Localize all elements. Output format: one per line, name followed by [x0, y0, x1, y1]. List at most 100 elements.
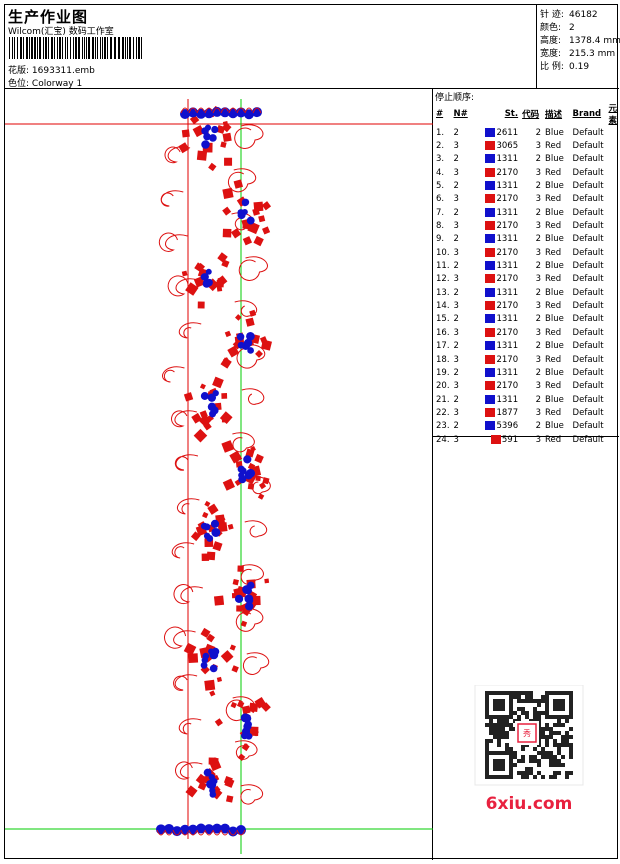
table-row: 7. 2 1311 2 Blue Default: [434, 206, 619, 219]
table-row: 13. 2 1311 2 Blue Default: [434, 286, 619, 299]
row-index: 21.: [436, 394, 450, 405]
stat-colors: 颜色: 2: [540, 23, 575, 33]
vine-swirl: [228, 168, 257, 193]
row-element: [606, 273, 619, 286]
row-description: Blue: [545, 207, 564, 218]
table-row: 19. 2 1311 2 Blue Default: [434, 366, 619, 379]
row-index: 6.: [436, 194, 445, 205]
color-swatch-icon: [485, 167, 496, 177]
row-index: 8.: [436, 221, 445, 232]
table-header: # N# St. 代码 描述 Brand 元素: [434, 102, 619, 126]
col-code: 代码: [522, 110, 540, 120]
row-code: 2: [535, 261, 542, 272]
row-code: 2: [535, 127, 542, 138]
row-description: Blue: [545, 287, 564, 298]
row-element: [606, 340, 619, 353]
row-needle: 2: [453, 234, 459, 245]
row-stitches: 591: [477, 433, 520, 446]
row-brand: Default: [572, 287, 604, 298]
row-code: 3: [535, 221, 542, 232]
row-index: 17.: [436, 341, 450, 352]
row-needle: 3: [453, 167, 459, 178]
grape-leaf-motif: [220, 309, 273, 369]
vine-swirl: [234, 300, 258, 317]
row-description: Blue: [545, 154, 564, 165]
color-swatch-icon: [485, 341, 496, 351]
vine-swirl: [244, 520, 268, 538]
design-file: 花版: 1693311.emb: [8, 63, 95, 76]
grape-leaf-motif: [213, 565, 270, 627]
row-index: 18.: [436, 354, 450, 365]
row-index: 10.: [436, 247, 450, 258]
vine-swirl: [164, 626, 196, 649]
row-brand: Default: [572, 141, 604, 152]
row-code: 3: [535, 274, 542, 285]
row-needle: 2: [453, 261, 459, 272]
row-element: [606, 259, 619, 272]
company-name: Wilcom(汇宝) 数码工作室: [8, 27, 114, 37]
row-code: 2: [535, 421, 542, 432]
vine-swirl: [242, 652, 270, 675]
row-brand: Default: [572, 341, 604, 352]
production-worksheet: 生产作业图 Wilcom(汇宝) 数码工作室 花版: 1693311.emb 色…: [4, 4, 620, 860]
row-stitches: 2170: [477, 273, 520, 286]
table-row: 3. 2 1311 2 Blue Default: [434, 153, 619, 166]
row-description: Red: [545, 141, 562, 152]
color-swatch-icon: [485, 394, 496, 404]
row-element: [606, 246, 619, 259]
table-row: 18. 3 2170 3 Red Default: [434, 353, 619, 366]
row-brand: Default: [572, 367, 604, 378]
row-brand: Default: [572, 421, 604, 432]
col-stitches: St.: [504, 109, 519, 119]
row-element: [606, 193, 619, 206]
row-needle: 2: [453, 207, 459, 218]
row-element: [606, 393, 619, 406]
row-index: 4.: [436, 167, 445, 178]
color-swatch-icon: [485, 367, 496, 377]
flower-motifs: [178, 105, 273, 803]
watermark-site: 6xiu.com: [486, 794, 573, 814]
row-description: Blue: [545, 421, 564, 432]
row-stitches: 1311: [477, 393, 520, 406]
row-needle: 3: [453, 221, 459, 232]
row-description: Red: [545, 167, 562, 178]
vine-swirl: [160, 190, 184, 207]
table-row: 22. 3 1877 3 Red Default: [434, 406, 619, 419]
row-needle: 2: [453, 367, 459, 378]
row-element: [606, 286, 619, 299]
color-swatch-icon: [485, 314, 496, 324]
vine-swirl: [173, 584, 203, 605]
col-index: #: [436, 109, 444, 119]
row-description: Red: [545, 247, 562, 258]
row-index: 13.: [436, 287, 450, 298]
row-needle: 3: [453, 274, 459, 285]
row-description: Red: [545, 301, 562, 312]
row-element: [606, 353, 619, 366]
row-description: Blue: [545, 367, 564, 378]
row-description: Blue: [545, 127, 564, 138]
row-code: 3: [535, 301, 542, 312]
row-stitches: 2170: [477, 299, 520, 312]
row-stitches: 2170: [477, 326, 520, 339]
row-description: Red: [545, 221, 562, 232]
col-element: 元素: [608, 104, 617, 126]
vine-swirl: [173, 674, 198, 691]
row-index: 16.: [436, 327, 450, 338]
row-description: Red: [545, 327, 562, 338]
row-description: Red: [545, 274, 562, 285]
table-row: 15. 2 1311 2 Blue Default: [434, 313, 619, 326]
row-description: Blue: [545, 314, 564, 325]
qr-code-icon: 秀 6xiu.com: [474, 684, 584, 814]
vine-swirl: [241, 388, 265, 405]
row-element: [606, 299, 619, 312]
row-index: 1.: [436, 127, 445, 138]
row-code: 2: [535, 394, 542, 405]
table-row: 10. 3 2170 3 Red Default: [434, 246, 619, 259]
row-element: [606, 179, 619, 192]
row-needle: 2: [453, 314, 459, 325]
row-needle: 3: [453, 194, 459, 205]
row-needle: 3: [453, 247, 459, 258]
row-stitches: 1311: [477, 179, 520, 192]
row-index: 23.: [436, 421, 450, 432]
vine-swirl: [232, 432, 255, 453]
